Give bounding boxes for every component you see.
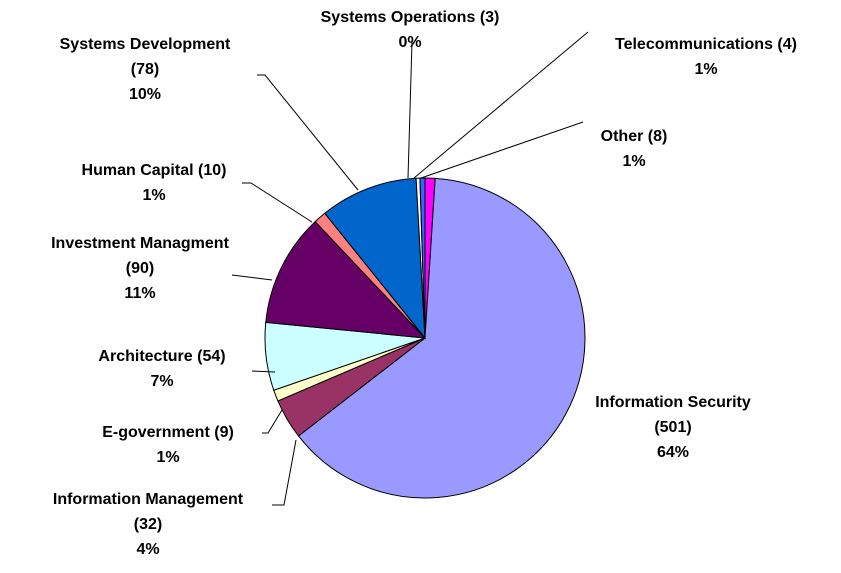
percent-label: 0% — [398, 34, 421, 51]
count-label: (10) — [198, 162, 226, 179]
category-name: Information Security — [595, 394, 751, 411]
category-label: Investment Managment — [51, 235, 229, 252]
category-name: Systems Operations — [321, 9, 476, 26]
category-name: Telecommunications — [615, 36, 773, 53]
pie-slice — [324, 177, 426, 340]
leader-line — [407, 41, 413, 179]
category-label: Information Security — [595, 394, 751, 411]
count-label: (54) — [197, 348, 225, 365]
category-name: Architecture — [98, 348, 192, 365]
leader-line — [257, 74, 359, 191]
percent-label: 1% — [156, 449, 179, 466]
count-label: (4) — [777, 36, 797, 53]
category-name: E-government — [102, 424, 210, 441]
category-label: E-government (9) — [102, 424, 234, 441]
count-label: (78) — [131, 61, 159, 78]
category-label: Architecture (54) — [98, 348, 225, 365]
percent-label: 10% — [129, 86, 161, 103]
slice-label: Other (8)1% — [601, 128, 668, 170]
slice-label: Information Security (501) 64% — [595, 394, 751, 461]
category-name: Investment Managment — [51, 235, 229, 252]
category-label: Information Management — [53, 491, 244, 508]
leader-line — [413, 31, 589, 179]
slice-label: E-government (9) 1% — [102, 424, 234, 466]
percent-label: 7% — [150, 373, 173, 390]
category-name: Human Capital — [82, 162, 194, 179]
pie-slice — [297, 177, 586, 499]
category-name: Information Management — [53, 491, 244, 508]
slice-label: Information Management (32) 4% — [53, 491, 244, 558]
percent-label: 11% — [124, 285, 155, 302]
count-label: (90) — [126, 260, 154, 277]
leader-line — [262, 409, 283, 434]
count-label: (3) — [480, 9, 500, 26]
leader-line — [251, 370, 276, 373]
category-label: Systems Operations (3) — [321, 9, 500, 26]
category-name: Systems Development — [60, 36, 231, 53]
slice-label: Telecommunications (4) 1% — [615, 36, 797, 78]
slice-label: Systems Development (78) 10% — [60, 36, 231, 103]
count-label: (9) — [214, 424, 234, 441]
percent-label: 64% — [657, 444, 689, 461]
category-label: Telecommunications (4) — [615, 36, 797, 53]
slice-label: Architecture (54) 7% — [98, 348, 225, 390]
slice-label: Investment Managment (90) 11% — [51, 235, 229, 302]
category-label: Other (8) — [601, 128, 668, 145]
slice-label: Human Capital (10) 1% — [82, 162, 227, 204]
category-label: Human Capital (10) — [82, 162, 227, 179]
percent-label: 1% — [694, 61, 717, 78]
category-label: Systems Development — [60, 36, 231, 53]
leader-line — [420, 121, 584, 179]
leader-line — [231, 274, 273, 281]
percent-label: 1% — [622, 153, 645, 170]
count-label: (32) — [134, 516, 162, 533]
leader-line — [242, 182, 313, 223]
category-name: Other — [601, 128, 644, 145]
count-label: (8) — [648, 128, 668, 145]
percent-label: 1% — [142, 187, 165, 204]
slice-label: Systems Operations (3) 0% — [321, 9, 500, 51]
pie-slice — [265, 220, 427, 339]
leader-line — [272, 439, 297, 506]
count-label: (501) — [654, 419, 691, 436]
percent-label: 4% — [136, 541, 159, 558]
